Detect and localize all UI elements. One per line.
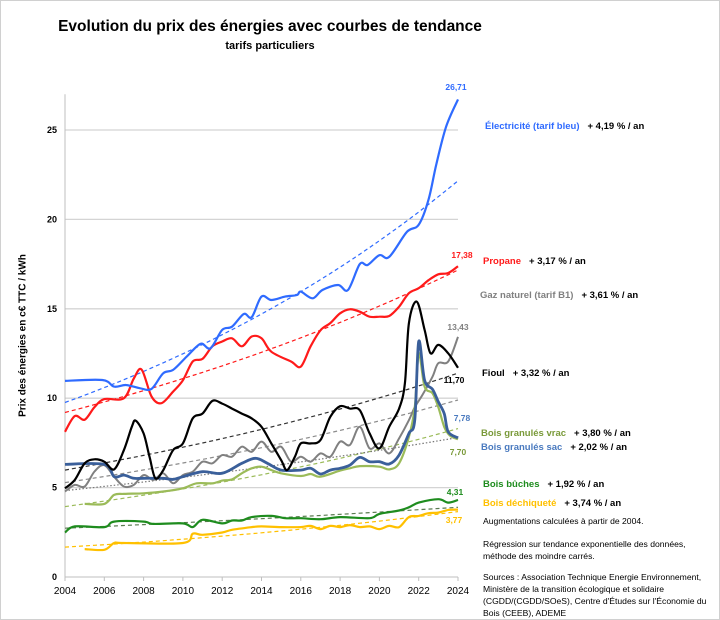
chart-subtitle: tarifs particuliers (225, 40, 315, 52)
legend-label: Bois déchiqueté (483, 498, 557, 509)
x-tick-label: 2008 (132, 586, 155, 597)
x-tick-label: 2014 (250, 586, 273, 597)
legend-rate: + 3,74 % / an (564, 498, 622, 509)
legend-item-buches: Bois bûches + 1,92 % / an (483, 479, 604, 490)
legend-item-electricite: Électricité (tarif bleu) + 4,19 % / an (485, 121, 644, 132)
y-tick-label: 5 (52, 483, 57, 493)
trend-line-6 (64, 506, 459, 529)
legend-item-granules-vrac: Bois granulés vrac + 3,80 % / an (481, 428, 631, 439)
end-value-label: 17,38 (451, 250, 473, 260)
x-tick-label: 2016 (290, 586, 313, 597)
legend-rate: + 2,02 % / an (570, 442, 628, 453)
legend-rate: + 3,61 % / an (581, 290, 639, 301)
legend-label: Gaz naturel (tarif B1) (480, 290, 574, 301)
legend-label: Fioul (482, 368, 505, 379)
series-line-1 (64, 265, 459, 433)
end-value-label: 7,78 (454, 413, 471, 423)
trend-line-1 (64, 269, 459, 414)
legend-item-fioul: Fioul + 3,32 % / an (482, 368, 569, 379)
end-value-label: 13,43 (447, 322, 469, 332)
y-tick-label: 25 (47, 125, 57, 135)
end-value-label: 26,71 (445, 82, 467, 92)
legend-label: Bois granulés vrac (481, 428, 567, 439)
y-tick-label: 0 (52, 572, 57, 582)
end-value-label: 7,70 (450, 447, 467, 457)
x-tick-label: 2024 (447, 586, 470, 597)
trend-line-2 (64, 399, 459, 484)
y-tick-label: 10 (47, 393, 57, 403)
note-base-year: Augmentations calculées à partir de 2004… (483, 516, 644, 526)
y-tick-label: 20 (47, 214, 57, 224)
end-value-label: 4,31 (447, 487, 464, 497)
legend-item-propane: Propane + 3,17 % / an (483, 256, 586, 267)
end-value-label: 11,70 (444, 375, 465, 385)
legend-rate: + 3,32 % / an (512, 368, 570, 379)
legend-rate: + 4,19 % / an (587, 121, 645, 132)
series-line-7 (84, 508, 459, 552)
legend-label: Électricité (tarif bleu) (485, 121, 580, 132)
series-line-0 (64, 98, 460, 392)
x-tick-label: 2012 (211, 586, 234, 597)
x-tick-label: 2022 (408, 586, 431, 597)
trend-line-0 (64, 180, 459, 404)
series-line-6 (64, 498, 459, 534)
legend-rate: + 1,92 % / an (547, 479, 605, 490)
end-value-label: 3,77 (446, 515, 463, 525)
legend-item-granules-sac: Bois granulés sac + 2,02 % / an (481, 442, 627, 453)
x-tick-label: 2004 (54, 586, 77, 597)
x-tick-label: 2020 (368, 586, 391, 597)
chart-title: Evolution du prix des énergies avec cour… (58, 18, 482, 35)
y-tick-label: 15 (47, 304, 57, 314)
x-tick-label: 2010 (172, 586, 195, 597)
legend-item-dechiquete: Bois déchiqueté + 3,74 % / an (483, 498, 621, 509)
trend-line-3 (64, 372, 459, 471)
legend-rate: + 3,17 % / an (529, 256, 586, 267)
note-method: Régression sur tendance exponentielle de… (483, 539, 686, 561)
x-tick-label: 2018 (329, 586, 352, 597)
legend-label: Bois granulés sac (481, 442, 563, 453)
note-sources: Sources : Association Technique Energie … (483, 572, 707, 618)
legend-rate: + 3,80 % / an (574, 428, 631, 439)
chart-title-block: Evolution du prix des énergies avec cour… (0, 18, 540, 52)
legend-label: Bois bûches (483, 479, 540, 490)
x-tick-label: 2006 (93, 586, 116, 597)
trend-line-5 (64, 436, 459, 492)
series-line-3 (64, 300, 459, 490)
legend-item-gaz: Gaz naturel (tarif B1) + 3,61 % / an (480, 290, 638, 301)
legend-label: Propane (483, 256, 522, 267)
series-line-2 (64, 336, 459, 493)
trend-line-4 (64, 428, 459, 508)
